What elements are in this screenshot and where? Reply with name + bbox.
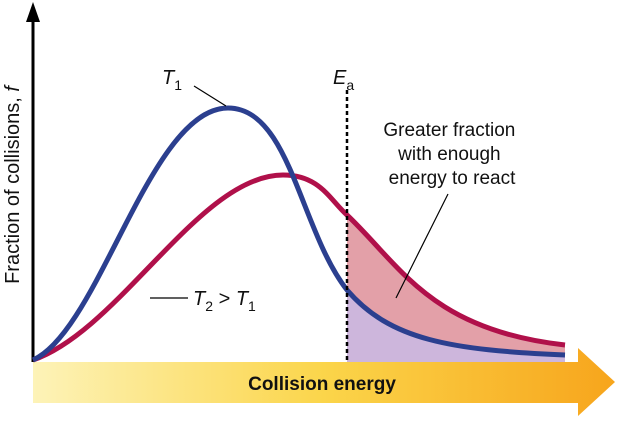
t1-label: T1: [162, 67, 182, 93]
t2-subscript: 2: [205, 298, 213, 314]
t2-label: T2 > T1: [193, 288, 256, 314]
y-axis-label-symbol: f: [2, 84, 24, 92]
t2-symbol: T: [193, 288, 207, 310]
y-axis-arrowhead: [26, 2, 40, 22]
x-axis-arrow: [33, 348, 615, 416]
y-axis-label-text: Fraction of collisions,: [2, 92, 24, 284]
t1-symbol: T: [162, 67, 176, 89]
t2-relation: >: [213, 288, 236, 310]
y-axis-label: Fraction of collisions, f: [2, 84, 24, 284]
activation-energy-label: Ea: [333, 67, 354, 93]
extra-fraction-area: [347, 215, 565, 355]
t1-leader: [193, 85, 227, 107]
t2-other-subscript: 1: [248, 298, 256, 314]
t1-subscript: 1: [174, 77, 182, 93]
annotation: Greater fraction with enough energy to r…: [383, 120, 520, 189]
x-axis-label: Collision energy: [248, 374, 396, 395]
common-fraction-area: [347, 290, 565, 362]
ea-subscript: a: [346, 77, 354, 93]
t2-other-symbol: T: [236, 288, 250, 310]
curve-t1: [31, 105, 566, 363]
annotation-line: Greater fraction: [383, 120, 515, 141]
annotation-line: energy to react: [389, 168, 516, 189]
curve-t2: [32, 172, 566, 363]
annotation-line: with enough: [397, 144, 500, 165]
annotation-leader: [395, 193, 449, 299]
ea-symbol: E: [333, 67, 347, 89]
